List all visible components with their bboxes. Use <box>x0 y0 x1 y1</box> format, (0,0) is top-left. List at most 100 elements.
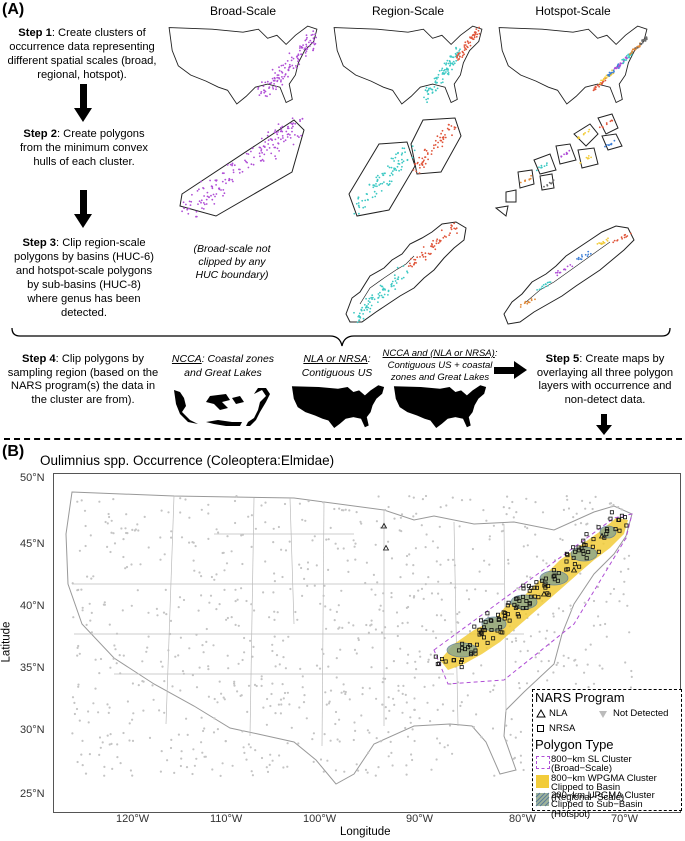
not-detected-point <box>522 768 525 772</box>
occurrence-point <box>455 227 458 230</box>
not-detected-point <box>510 718 513 721</box>
occurrence-point <box>469 41 472 44</box>
occurrence-point <box>264 95 267 97</box>
nrsa-detection-point <box>528 594 533 599</box>
nrsa-detection-point <box>481 635 486 640</box>
not-detected-point <box>160 750 163 753</box>
occurrence-point <box>280 129 283 131</box>
occurrence-point <box>387 165 389 167</box>
occurrence-point <box>305 38 308 41</box>
occurrence-point <box>372 186 375 189</box>
not-detected-point <box>192 559 195 562</box>
occurrence-point <box>464 44 467 46</box>
nrsa-detection-point <box>521 586 526 591</box>
both-region-map <box>393 385 487 428</box>
not-detected-point <box>159 770 162 773</box>
not-detected-point <box>241 730 244 733</box>
not-detected-point <box>482 509 485 512</box>
y-tick: 35°N <box>20 662 45 674</box>
region-nla-label: NLA or NRSA: Contiguous US <box>292 352 382 380</box>
occurrence-point <box>278 150 280 152</box>
not-detected-point <box>266 697 269 701</box>
legend-poly2-line2: Clipped to Basin (Regional−Scale) <box>551 782 625 803</box>
not-detected-point <box>97 711 100 714</box>
occurrence-point <box>375 183 377 185</box>
not-detected-point <box>401 692 404 695</box>
occurrence-point <box>376 178 379 181</box>
occurrence-point <box>263 153 266 156</box>
step-3-description: : Clip region-scale polygons by basins (… <box>14 237 154 319</box>
occurrence-point <box>434 248 437 251</box>
not-detected-point <box>302 701 306 704</box>
not-detected-point <box>355 652 358 655</box>
not-detected-point <box>264 560 267 563</box>
nrsa-detection-point <box>507 618 512 623</box>
not-detected-point <box>286 765 289 768</box>
occurrence-point <box>247 153 250 155</box>
occurrence-point <box>306 36 308 39</box>
not-detected-point <box>218 680 221 683</box>
occurrence-point <box>270 152 273 155</box>
nrsa-detection-point <box>572 562 577 567</box>
occurrence-point <box>213 203 216 205</box>
not-detected-point <box>303 694 306 697</box>
not-detected-point <box>515 639 518 642</box>
occurrence-point <box>632 48 634 51</box>
occurrence-point <box>557 270 559 272</box>
not-detected-point <box>327 702 331 705</box>
occurrence-point <box>224 178 227 181</box>
not-detected-point <box>323 733 326 736</box>
not-detected-point <box>71 582 74 585</box>
not-detected-point <box>121 609 124 612</box>
occurrence-point <box>546 162 548 165</box>
occurrence-point <box>589 252 592 255</box>
occurrence-point <box>420 251 423 254</box>
occurrence-point <box>530 299 533 302</box>
not-detected-point <box>561 538 564 542</box>
x-tick: 100°W <box>303 813 337 825</box>
occurrence-point <box>437 73 440 76</box>
not-detected-point <box>179 511 182 514</box>
nrsa-detection-point <box>583 543 588 548</box>
occurrence-point <box>476 33 479 36</box>
not-detected-point <box>200 741 203 744</box>
occurrence-point <box>397 276 400 279</box>
not-detected-point <box>562 610 565 613</box>
not-detected-point <box>76 500 79 503</box>
occurrence-point <box>260 137 263 140</box>
not-detected-point <box>159 558 162 561</box>
occurrence-point <box>187 207 190 210</box>
not-detected-point <box>283 502 287 506</box>
occurrence-point <box>402 276 405 279</box>
nrsa-detection-point <box>502 616 507 621</box>
occurrence-point <box>605 76 608 79</box>
not-detected-point <box>73 712 76 716</box>
occurrence-point <box>303 48 306 51</box>
occurrence-point <box>252 163 255 166</box>
occurrence-point <box>391 282 393 285</box>
occurrence-point <box>211 187 214 190</box>
occurrence-point <box>261 151 263 154</box>
not-detected-point <box>119 672 122 675</box>
not-detected-point <box>547 659 550 663</box>
occurrence-point <box>401 165 403 168</box>
occurrence-point <box>596 243 599 245</box>
not-detected-point <box>321 501 325 504</box>
occurrence-point <box>459 55 461 58</box>
not-detected-point <box>289 587 292 591</box>
not-detected-point <box>437 580 440 583</box>
not-detected-point <box>399 647 402 650</box>
occurrence-point <box>601 242 604 245</box>
occurrence-point <box>448 60 451 62</box>
not-detected-point <box>519 761 522 764</box>
legend-poly3-line1: 200−km UPGMA Cluster <box>551 790 655 801</box>
not-detected-point <box>134 528 137 531</box>
nrsa-detection-point <box>545 591 550 596</box>
not-detected-point <box>198 666 201 669</box>
nla-detection-point <box>540 590 548 597</box>
occurrence-point <box>300 53 302 56</box>
not-detected-point <box>241 533 244 536</box>
legend-nla: NLA <box>549 708 568 719</box>
occurrence-point <box>287 75 289 78</box>
occurrence-point <box>372 184 375 186</box>
